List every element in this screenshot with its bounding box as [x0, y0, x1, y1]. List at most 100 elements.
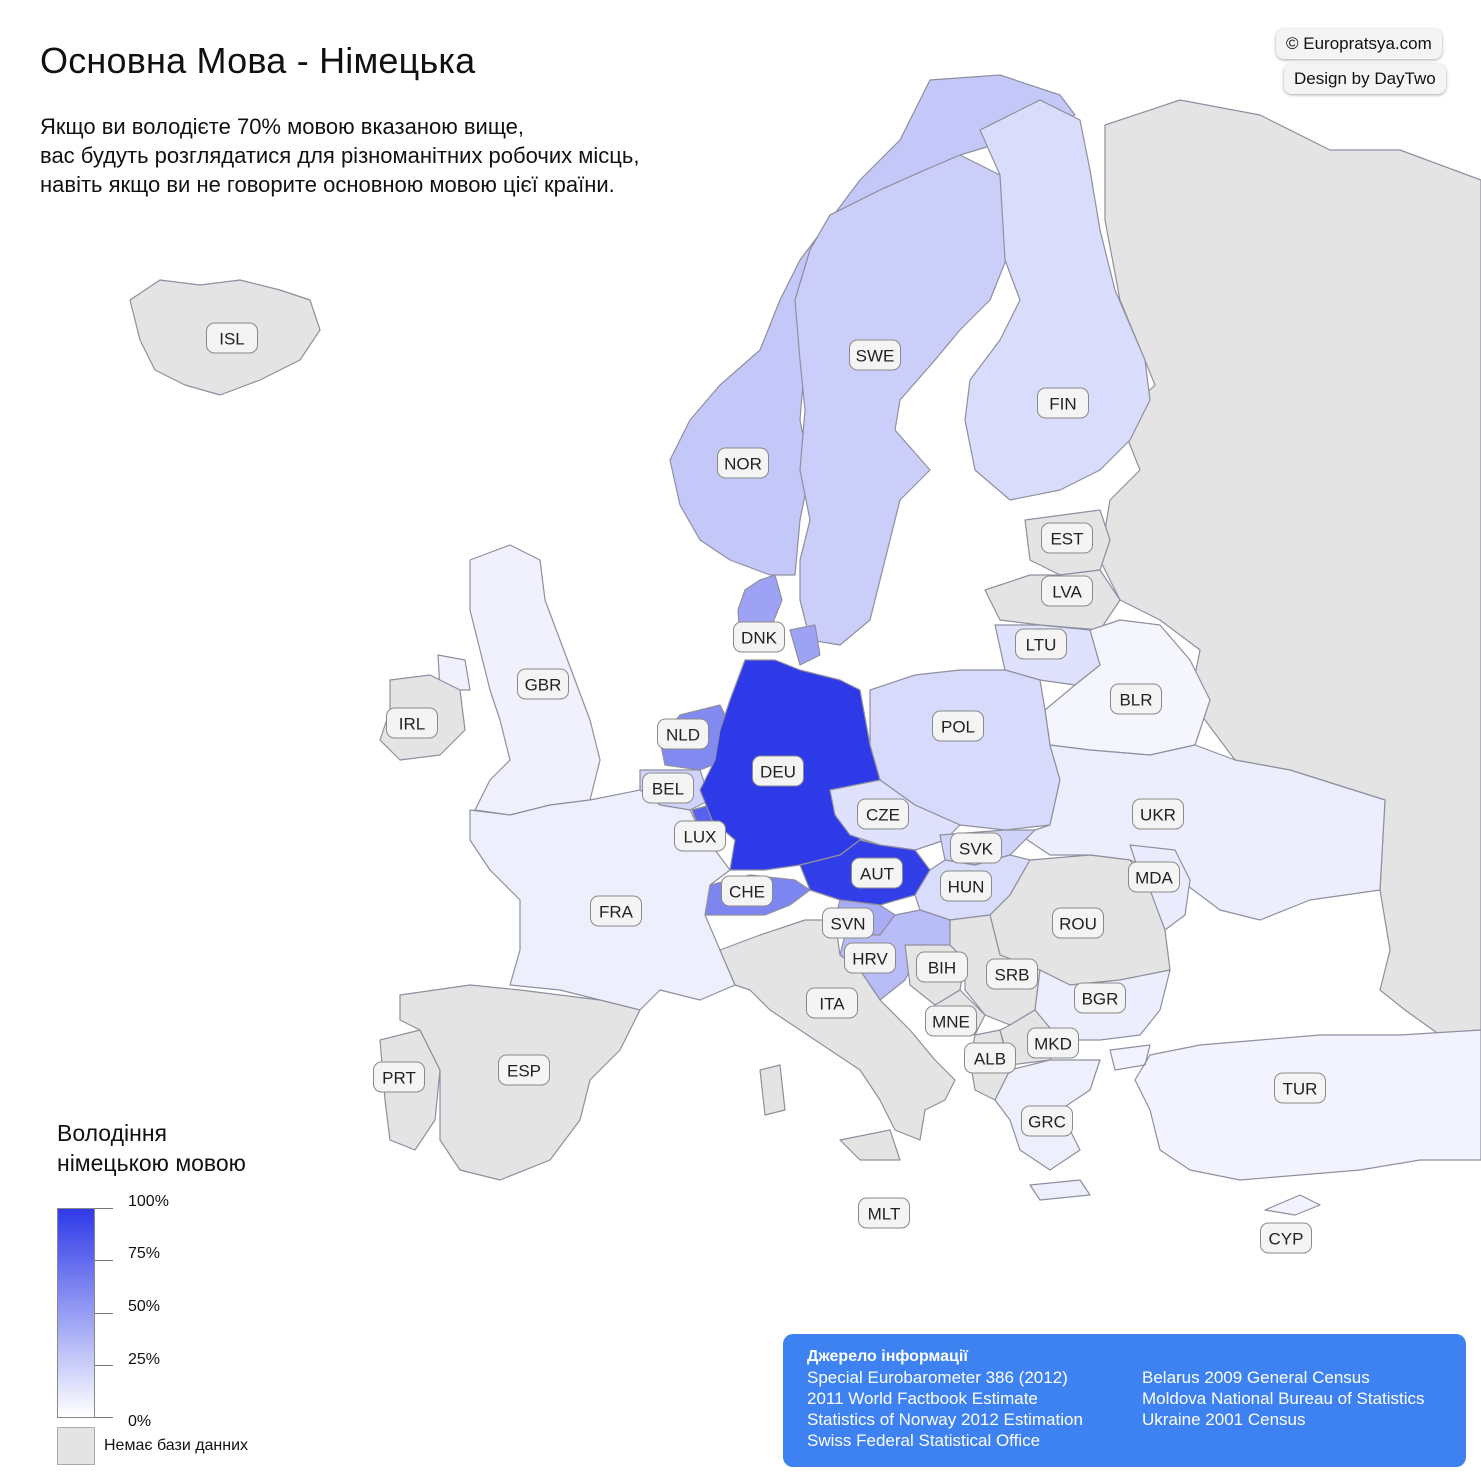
country-label-grc: GRC [1021, 1105, 1073, 1137]
country-label-text: CHE [729, 883, 765, 902]
country-label-nld: NLD [657, 718, 709, 750]
country-label-bih: BIH [916, 951, 968, 983]
country-label-box [858, 1197, 910, 1229]
country-label-ltu: LTU [1015, 628, 1067, 660]
country-label-box [386, 707, 438, 739]
country-nor[interactable] [669, 74, 1076, 576]
country-label-box [950, 832, 1002, 864]
country-label-hrv: HRV [844, 942, 896, 974]
country-label-irl: IRL [386, 707, 438, 739]
country-label-svn: SVN [822, 907, 874, 939]
country-label-text: MLT [868, 1205, 901, 1224]
country-label-mkd: MKD [1027, 1027, 1079, 1059]
country-ita[interactable] [719, 919, 956, 1161]
country-label-text: LUX [683, 828, 716, 847]
country-label-cyp: CYP [1260, 1222, 1312, 1254]
country-label-dnk: DNK [733, 621, 785, 653]
legend-tick-label: 25% [128, 1351, 161, 1368]
country-label-box [1132, 798, 1184, 830]
country-label-text: LTU [1026, 636, 1057, 655]
country-label-box [590, 895, 642, 927]
site-credit[interactable]: © Europratsya.com [1276, 29, 1442, 59]
country-label-text: GBR [525, 676, 562, 695]
country-label-text: IRL [399, 715, 425, 734]
country-label-text: AUT [860, 865, 894, 884]
country-label-box [674, 820, 726, 852]
country-label-box [206, 322, 258, 354]
sources-panel: Джерело інформації Special Eurobarometer… [783, 1334, 1466, 1467]
source-item: Belarus 2009 General Census [1142, 1368, 1370, 1387]
country-label-ukr: UKR [1132, 798, 1184, 830]
country-label-box [857, 798, 909, 830]
country-label-text: BLR [1119, 691, 1152, 710]
country-label-box [916, 951, 968, 983]
country-cyp[interactable] [1264, 1194, 1321, 1216]
country-label-box [498, 1054, 550, 1086]
country-label-box [1128, 861, 1180, 893]
country-label-box [822, 907, 874, 939]
legend-tick-label: 75% [128, 1245, 161, 1262]
country-label-text: FIN [1049, 395, 1076, 414]
country-label-text: BEL [652, 780, 684, 799]
legend-tick [95, 1313, 113, 1314]
country-label-box [1274, 1072, 1326, 1104]
country-label-box [1021, 1105, 1073, 1137]
country-label-text: DNK [741, 629, 778, 648]
country-label-che: CHE [721, 875, 773, 907]
country-label-text: NLD [666, 726, 700, 745]
country-label-text: ALB [974, 1050, 1006, 1069]
country-label-text: SWE [856, 347, 895, 366]
country-label-text: CYP [1269, 1230, 1304, 1249]
country-label-box [986, 958, 1038, 990]
country-label-text: HRV [852, 950, 888, 969]
country-label-text: LVA [1052, 583, 1082, 602]
country-label-text: NOR [724, 455, 762, 474]
country-label-text: BGR [1082, 990, 1119, 1009]
source-item: Moldova National Bureau of Statistics [1142, 1389, 1425, 1408]
country-label-text: MDA [1135, 869, 1173, 888]
country-label-text: CZE [866, 806, 900, 825]
country-label-box [657, 718, 709, 750]
country-label-mne: MNE [925, 1005, 977, 1037]
country-label-box [1015, 628, 1067, 660]
country-label-text: PRT [382, 1069, 416, 1088]
page-title: Основна Мова - Німецька [40, 40, 476, 81]
country-label-text: SVK [959, 840, 994, 859]
country-label-text: FRA [599, 903, 634, 922]
country-label-box [1037, 387, 1089, 419]
legend-nodata-label: Немає бази данних [104, 1437, 249, 1454]
legend-title: Володіння німецькою мовою [57, 1120, 246, 1176]
country-label-box [964, 1042, 1016, 1074]
country-label-esp: ESP [498, 1054, 550, 1086]
legend-tick-label: 50% [128, 1298, 161, 1315]
country-label-text: DEU [760, 763, 796, 782]
country-label-box [940, 870, 992, 902]
country-label-lux: LUX [674, 820, 726, 852]
country-label-text: TUR [1283, 1080, 1318, 1099]
legend-tick-label: 100% [128, 1193, 169, 1210]
country-label-cze: CZE [857, 798, 909, 830]
country-label-tur: TUR [1274, 1072, 1326, 1104]
legend-tick [95, 1208, 113, 1209]
country-label-box [373, 1061, 425, 1093]
country-label-alb: ALB [964, 1042, 1016, 1074]
country-label-lva: LVA [1041, 575, 1093, 607]
design-credit[interactable]: Design by DayTwo [1284, 64, 1446, 94]
country-label-text: MNE [932, 1013, 970, 1032]
country-label-box [721, 875, 773, 907]
country-label-ita: ITA [806, 987, 858, 1019]
legend-nodata-swatch [57, 1427, 95, 1465]
source-item: Statistics of Norway 2012 Estimation [807, 1410, 1083, 1429]
country-label-aut: AUT [851, 857, 903, 889]
country-label-prt: PRT [373, 1061, 425, 1093]
country-label-srb: SRB [986, 958, 1038, 990]
country-label-text: GRC [1028, 1113, 1066, 1132]
country-label-text: MKD [1034, 1035, 1072, 1054]
country-label-text: EST [1050, 530, 1083, 549]
country-label-text: ESP [507, 1062, 541, 1081]
country-label-text: BIH [928, 959, 956, 978]
country-tur[interactable] [1109, 1029, 1481, 1181]
country-fin[interactable] [964, 99, 1151, 501]
country-swe[interactable] [794, 154, 1011, 646]
